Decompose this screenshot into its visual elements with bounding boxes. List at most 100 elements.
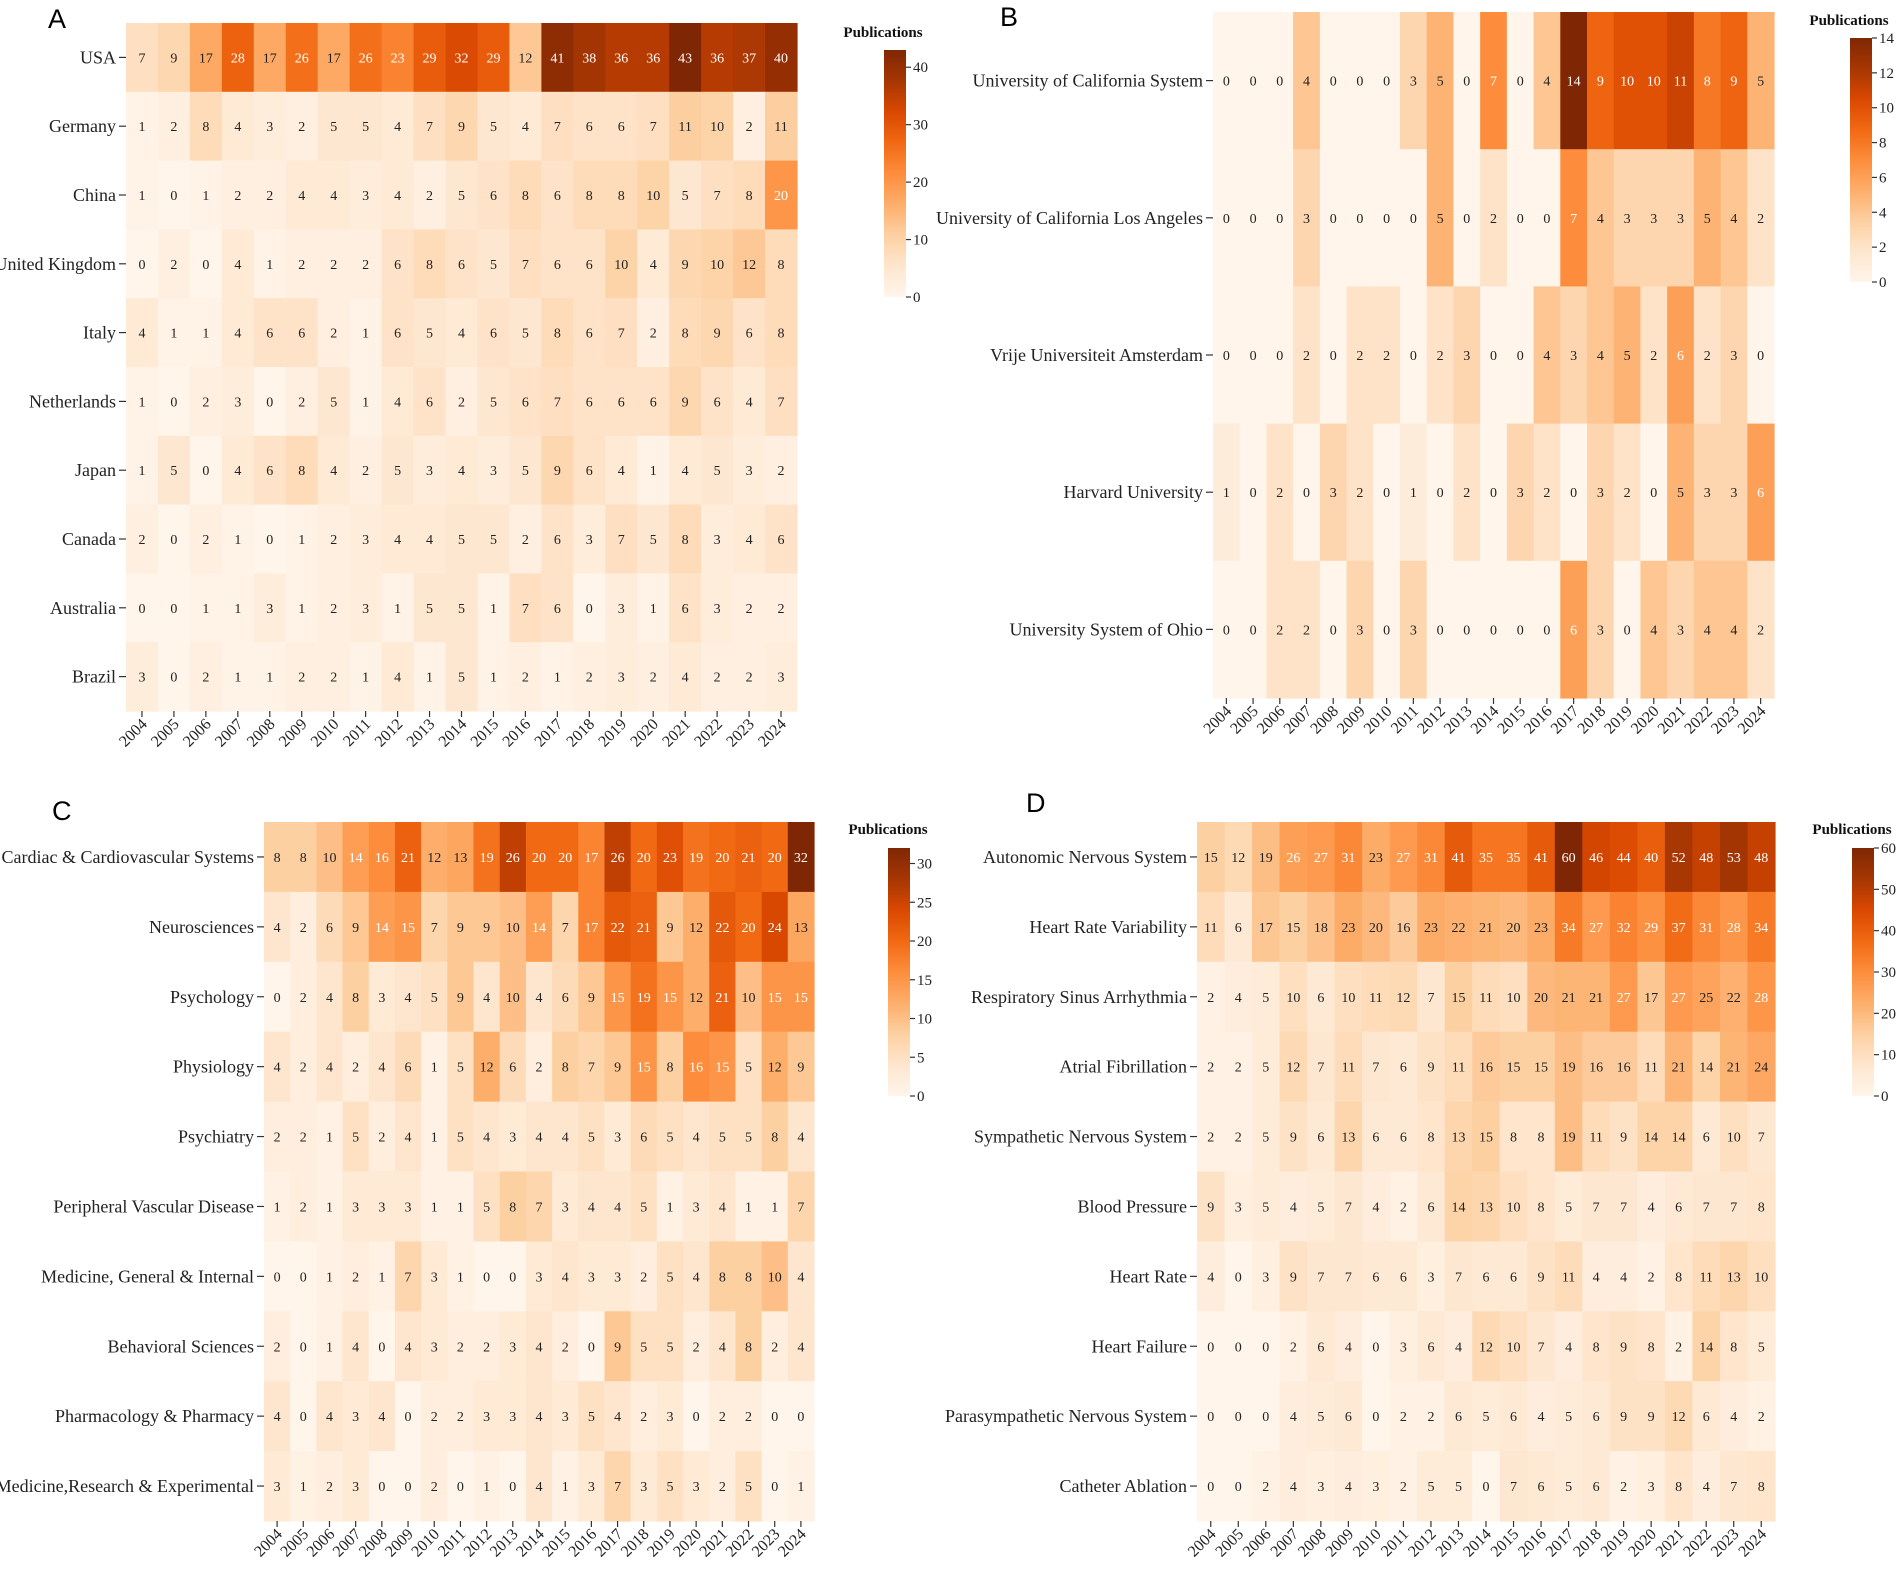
heatmap-cell [1613, 286, 1642, 425]
cell-value-label: 7 [588, 1061, 595, 1076]
cell-value-label: 5 [1317, 1410, 1324, 1425]
heatmap-cell [1499, 1311, 1528, 1382]
heatmap-cell [669, 435, 702, 506]
cell-value-label: 6 [1317, 1340, 1324, 1355]
cell-value-label: 3 [588, 1270, 595, 1285]
heatmap-cell [421, 1381, 448, 1452]
heatmap-cell [1480, 423, 1508, 562]
cell-value-label: 0 [771, 1480, 778, 1495]
cell-value-label: 29 [423, 51, 437, 66]
heatmap-cell [1293, 149, 1321, 287]
heatmap-cell [605, 504, 638, 574]
cell-value-label: 5 [1704, 212, 1711, 227]
heatmap-cell [787, 891, 815, 963]
heatmap-cell [1582, 891, 1611, 963]
cell-value-label: 4 [1303, 75, 1310, 90]
cell-value-label: 0 [266, 533, 273, 548]
heatmap-cell [1266, 423, 1294, 562]
heatmap-cell [316, 1031, 344, 1103]
row-label: Germany [49, 116, 116, 136]
cell-value-label: 2 [1757, 623, 1764, 638]
heatmap-cell [447, 1031, 475, 1103]
heatmap-cell [733, 298, 766, 368]
heatmap-cell [1692, 1451, 1721, 1522]
cell-value-label: 12 [689, 991, 703, 1006]
cell-value-label: 11 [1674, 75, 1687, 90]
heatmap-cell [1453, 560, 1481, 699]
cell-value-label: 5 [745, 1061, 752, 1076]
heatmap-cell [683, 1381, 710, 1452]
cell-value-label: 4 [536, 1480, 543, 1495]
year-tick-label: 2013 [1433, 1526, 1468, 1561]
cell-value-label: 9 [1290, 1270, 1297, 1285]
cell-value-label: 5 [352, 1131, 359, 1146]
heatmap-cell [285, 642, 319, 712]
heatmap-cell [683, 1031, 710, 1103]
cell-value-label: 6 [1317, 1131, 1324, 1146]
heatmap-cell [1560, 12, 1588, 150]
heatmap-cell [630, 961, 658, 1033]
heatmap-cell [342, 1311, 370, 1382]
heatmap-cell [445, 23, 479, 93]
heatmap-cell [189, 298, 223, 368]
cell-value-label: 5 [745, 1480, 752, 1495]
cell-value-label: 0 [1223, 349, 1230, 364]
row-label: Italy [83, 323, 116, 343]
cell-value-label: 6 [1570, 623, 1577, 638]
row-label: Autonomic Nervous System [983, 847, 1187, 867]
cell-value-label: 10 [1620, 75, 1634, 90]
cell-value-label: 22 [1451, 921, 1465, 936]
year-tick-label: 2006 [180, 716, 215, 751]
heatmap-cell [189, 573, 223, 643]
cell-value-label: 20 [637, 851, 651, 866]
colorbar-tick-label: 0 [1881, 1089, 1889, 1105]
cell-value-label: 15 [794, 991, 808, 1006]
heatmap-cell [552, 961, 579, 1033]
heatmap-cell [1239, 286, 1268, 425]
cell-value-label: 24 [1754, 1061, 1768, 1076]
heatmap-cell [349, 160, 383, 230]
cell-value-label: 4 [650, 258, 657, 273]
heatmap-cell [604, 961, 632, 1033]
heatmap-cell [573, 504, 606, 574]
heatmap-cell [1720, 286, 1748, 425]
cell-value-label: 48 [1754, 851, 1768, 866]
cell-value-label: 22 [611, 921, 625, 936]
heatmap-cell [1334, 1031, 1363, 1103]
heatmap-cell [1582, 1241, 1611, 1312]
heatmap-cell [445, 91, 479, 162]
year-tick-label: 2019 [1598, 1526, 1633, 1561]
heatmap-cell [1307, 1031, 1336, 1103]
heatmap-cell [264, 1241, 291, 1312]
cell-value-label: 8 [745, 1340, 752, 1355]
heatmap-cell [1637, 891, 1666, 963]
cell-value-label: 0 [1235, 1480, 1242, 1495]
cell-value-label: 2 [1262, 1480, 1269, 1495]
heatmap-cell [1506, 149, 1535, 287]
heatmap-cell [701, 23, 734, 93]
cell-value-label: 40 [774, 51, 788, 66]
heatmap-cell [1362, 961, 1391, 1033]
colorbar-tick-label: 10 [1879, 101, 1894, 117]
cell-value-label: 0 [771, 1410, 778, 1425]
cell-value-label: 7 [1317, 1270, 1324, 1285]
cell-value-label: 3 [1356, 623, 1363, 638]
cell-value-label: 4 [138, 327, 145, 342]
heatmap-cell [317, 367, 351, 437]
heatmap-cell [541, 573, 574, 643]
cell-value-label: 3 [234, 395, 241, 410]
heatmap-cell [630, 1451, 658, 1522]
cell-value-label: 2 [586, 671, 593, 686]
heatmap-cell [761, 1171, 789, 1242]
cell-value-label: 32 [1617, 921, 1631, 936]
cell-value-label: 2 [562, 1340, 569, 1355]
cell-value-label: 6 [554, 258, 561, 273]
cell-value-label: 9 [682, 258, 689, 273]
cell-value-label: 4 [719, 1340, 726, 1355]
heatmap-cell [1609, 1241, 1638, 1312]
cell-value-label: 2 [330, 327, 337, 342]
cell-value-label: 16 [375, 851, 389, 866]
colorbar-tick-label: 4 [1879, 205, 1887, 221]
cell-value-label: 0 [1207, 1480, 1214, 1495]
